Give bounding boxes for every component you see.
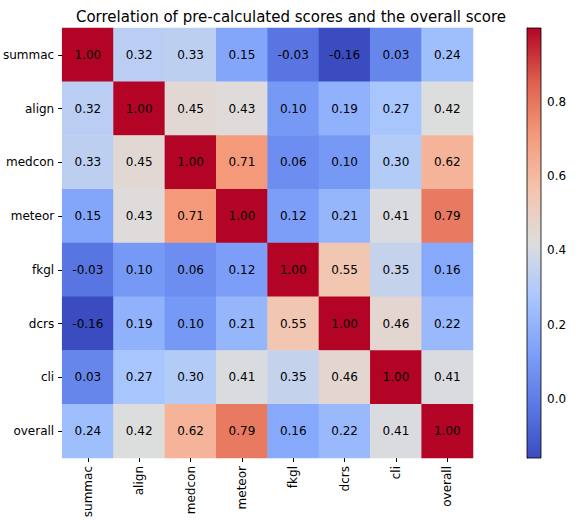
svg-text:0.62: 0.62	[177, 424, 204, 438]
svg-text:fkgl: fkgl	[286, 466, 300, 488]
svg-text:0.6: 0.6	[547, 169, 566, 183]
svg-text:0.8: 0.8	[547, 95, 566, 109]
svg-text:0.06: 0.06	[280, 155, 307, 169]
svg-text:0.22: 0.22	[434, 317, 461, 331]
svg-text:summac: summac	[3, 48, 54, 62]
svg-text:cli: cli	[41, 370, 54, 384]
svg-text:0.30: 0.30	[177, 370, 204, 384]
svg-text:overall: overall	[440, 466, 454, 507]
svg-text:0.45: 0.45	[177, 102, 204, 116]
svg-text:cli: cli	[389, 466, 403, 479]
svg-text:0.33: 0.33	[75, 155, 102, 169]
svg-text:1.00: 1.00	[280, 263, 307, 277]
svg-text:-0.16: -0.16	[72, 317, 103, 331]
svg-text:0.43: 0.43	[229, 102, 256, 116]
svg-text:0.41: 0.41	[434, 370, 461, 384]
svg-text:0.0: 0.0	[547, 392, 566, 406]
svg-text:0.35: 0.35	[383, 263, 410, 277]
svg-text:1.00: 1.00	[383, 370, 410, 384]
svg-text:meteor: meteor	[235, 466, 249, 510]
svg-text:0.2: 0.2	[547, 318, 566, 332]
svg-text:0.71: 0.71	[177, 209, 204, 223]
svg-text:0.35: 0.35	[280, 370, 307, 384]
svg-text:0.15: 0.15	[75, 209, 102, 223]
svg-text:0.41: 0.41	[383, 209, 410, 223]
svg-text:0.41: 0.41	[383, 424, 410, 438]
svg-text:0.32: 0.32	[75, 102, 102, 116]
svg-text:summac: summac	[81, 466, 95, 517]
svg-text:medcon: medcon	[6, 155, 54, 169]
svg-text:1.00: 1.00	[177, 155, 204, 169]
svg-text:0.71: 0.71	[229, 155, 256, 169]
svg-text:0.55: 0.55	[280, 317, 307, 331]
svg-text:0.12: 0.12	[280, 209, 307, 223]
svg-text:0.24: 0.24	[75, 424, 102, 438]
svg-text:0.21: 0.21	[331, 209, 358, 223]
svg-text:dcrs: dcrs	[338, 466, 352, 491]
svg-text:0.10: 0.10	[331, 155, 358, 169]
svg-text:0.27: 0.27	[126, 370, 153, 384]
svg-text:0.46: 0.46	[383, 317, 410, 331]
svg-text:0.19: 0.19	[331, 102, 358, 116]
svg-text:0.10: 0.10	[126, 263, 153, 277]
svg-text:1.00: 1.00	[75, 48, 102, 62]
svg-text:0.12: 0.12	[229, 263, 256, 277]
svg-text:1.00: 1.00	[229, 209, 256, 223]
svg-text:dcrs: dcrs	[29, 317, 54, 331]
svg-text:0.43: 0.43	[126, 209, 153, 223]
svg-text:0.62: 0.62	[434, 155, 461, 169]
svg-text:0.22: 0.22	[331, 424, 358, 438]
svg-text:align: align	[132, 466, 146, 495]
svg-text:0.55: 0.55	[331, 263, 358, 277]
svg-text:0.15: 0.15	[229, 48, 256, 62]
svg-text:Correlation of pre-calculated: Correlation of pre-calculated scores and…	[76, 8, 506, 26]
svg-text:medcon: medcon	[184, 466, 198, 514]
svg-text:0.41: 0.41	[229, 370, 256, 384]
svg-text:0.27: 0.27	[383, 102, 410, 116]
svg-text:0.45: 0.45	[126, 155, 153, 169]
svg-text:0.30: 0.30	[383, 155, 410, 169]
svg-text:0.03: 0.03	[383, 48, 410, 62]
svg-text:1.00: 1.00	[434, 424, 461, 438]
svg-text:overall: overall	[13, 424, 54, 438]
svg-text:0.06: 0.06	[177, 263, 204, 277]
svg-text:0.33: 0.33	[177, 48, 204, 62]
svg-text:0.21: 0.21	[229, 317, 256, 331]
svg-text:-0.03: -0.03	[278, 48, 309, 62]
svg-text:fkgl: fkgl	[32, 263, 54, 277]
svg-text:0.16: 0.16	[434, 263, 461, 277]
svg-text:0.10: 0.10	[280, 102, 307, 116]
svg-text:1.00: 1.00	[126, 102, 153, 116]
svg-text:align: align	[25, 102, 54, 116]
svg-text:meteor: meteor	[11, 209, 55, 223]
svg-text:1.00: 1.00	[331, 317, 358, 331]
svg-text:0.79: 0.79	[229, 424, 256, 438]
svg-text:-0.03: -0.03	[72, 263, 103, 277]
svg-text:0.16: 0.16	[280, 424, 307, 438]
svg-text:0.24: 0.24	[434, 48, 461, 62]
svg-text:0.42: 0.42	[434, 102, 461, 116]
svg-text:0.4: 0.4	[547, 243, 566, 257]
svg-text:0.32: 0.32	[126, 48, 153, 62]
svg-text:-0.16: -0.16	[329, 48, 360, 62]
svg-text:0.42: 0.42	[126, 424, 153, 438]
svg-text:0.10: 0.10	[177, 317, 204, 331]
svg-text:0.79: 0.79	[434, 209, 461, 223]
svg-text:0.46: 0.46	[331, 370, 358, 384]
svg-text:0.19: 0.19	[126, 317, 153, 331]
svg-text:0.03: 0.03	[75, 370, 102, 384]
